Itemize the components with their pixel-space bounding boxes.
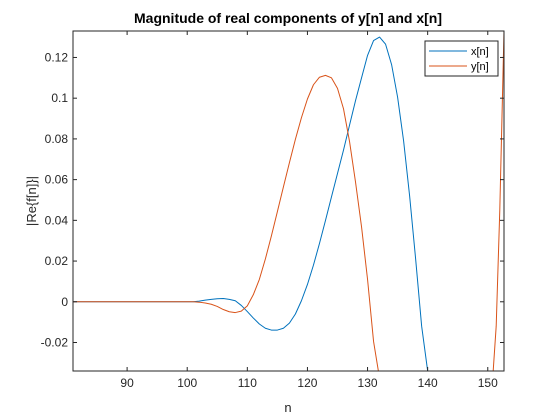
chart-title: Magnitude of real components of y[n] and… (134, 10, 442, 26)
x-tick-label: 150 (478, 376, 498, 390)
y-tick-label: 0.1 (51, 91, 68, 105)
x-tick-label: 120 (297, 376, 317, 390)
x-tick-label: 90 (120, 376, 134, 390)
y-tick-label: 0.12 (45, 50, 69, 64)
y-tick-label: 0.04 (45, 213, 69, 227)
axes-box (72, 30, 505, 372)
y-axis-label: |Re{f[n]}| (24, 176, 39, 226)
legend-label-1: x[n] (471, 46, 489, 58)
series-line-1 (73, 36, 429, 371)
legend-label-2: y[n] (471, 61, 489, 73)
x-tick-label: 130 (358, 376, 378, 390)
y-tick-label: 0.06 (45, 173, 69, 187)
x-axis-label: n (284, 400, 291, 415)
plot-area (73, 31, 504, 371)
y-tick-label: 0.08 (45, 132, 69, 146)
series-line-2 (73, 31, 504, 371)
series-layer (73, 31, 504, 371)
x-tick-label: 140 (418, 376, 438, 390)
axes-layer: 90 100 110 120 130 140 150 -0.02 0 0.02 0.04 0.06 0.… (41, 30, 505, 390)
y-tick-label: -0.02 (41, 335, 69, 349)
y-tick-label: 0 (61, 295, 68, 309)
legend-box (424, 40, 499, 77)
legend: x[n] y[n] (424, 40, 499, 77)
x-tick-label: 110 (238, 376, 257, 390)
x-tick-label: 100 (177, 376, 197, 390)
y-tick-label: 0.02 (45, 254, 69, 268)
